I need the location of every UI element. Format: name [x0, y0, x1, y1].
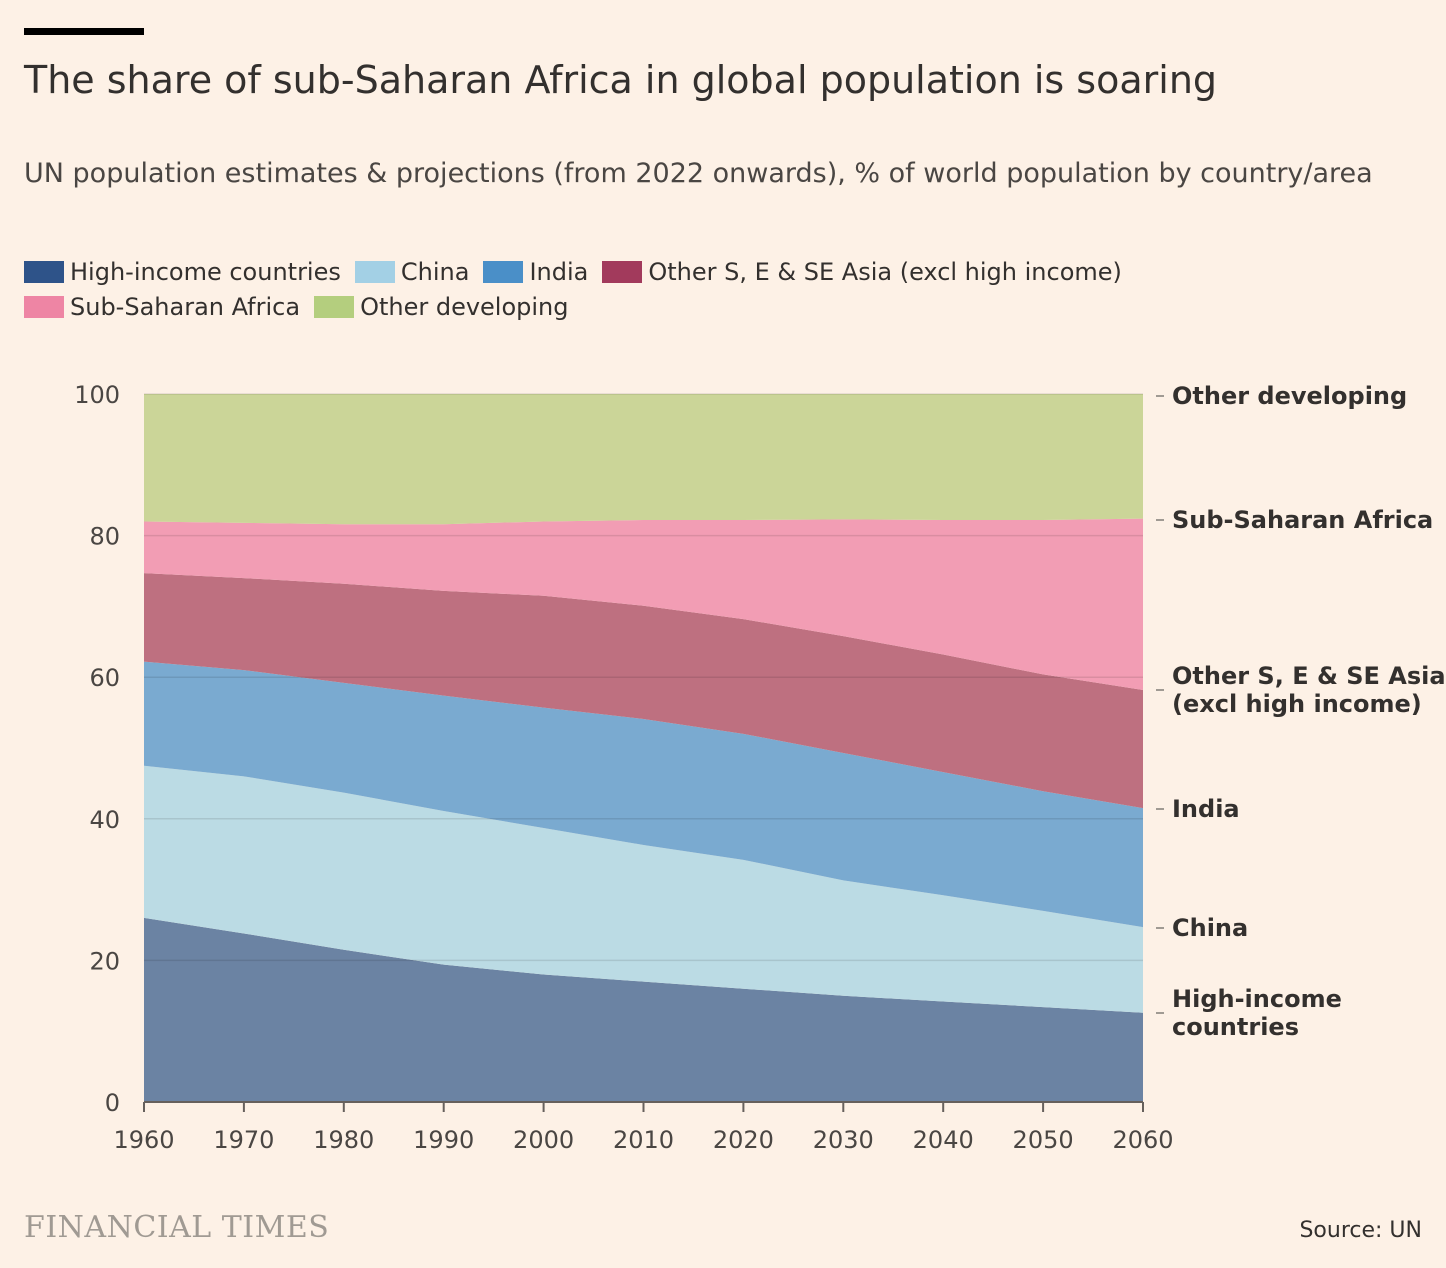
legend-label-high-income: High-income countries — [70, 258, 341, 286]
end-label-high-income-countries: High-income countries — [1172, 985, 1342, 1041]
legend-item-other-developing: Other developing — [314, 293, 569, 321]
x-tick-label: 2040 — [913, 1126, 974, 1154]
end-label-other-developing: Other developing — [1172, 382, 1407, 410]
legend-swatch-other-developing — [314, 296, 355, 318]
area-other-s-e-se-asia-excl-high-income — [144, 573, 1143, 809]
end-label-line: Other developing — [1172, 382, 1407, 410]
end-label-line: High-income — [1172, 985, 1342, 1013]
x-tick-label: 2030 — [813, 1126, 874, 1154]
legend-label-other-developing: Other developing — [360, 293, 569, 321]
end-label-sub-saharan-africa: Sub-Saharan Africa — [1172, 506, 1433, 534]
legend-item-china: China — [354, 258, 470, 286]
legend-label-sub-saharan-africa: Sub-Saharan Africa — [70, 293, 301, 321]
area-china — [144, 765, 1143, 1013]
legend-swatch-high-income — [24, 261, 64, 283]
legend: High-income countries China India Other … — [24, 255, 1224, 325]
legend-label-china: China — [400, 258, 470, 286]
area-india — [144, 661, 1143, 928]
top-rule — [24, 28, 144, 35]
legend-label-india: India — [529, 258, 589, 286]
x-tick-label: 1960 — [113, 1126, 174, 1154]
end-label-line: India — [1172, 795, 1240, 823]
area-other-developing — [144, 394, 1143, 525]
x-tick-label: 1970 — [213, 1126, 274, 1154]
end-label-india: India — [1172, 795, 1240, 823]
x-tick-label: 2010 — [613, 1126, 674, 1154]
ft-logo: FINANCIAL TIMES — [24, 1210, 330, 1245]
legend-label-other-asia: Other S, E & SE Asia (excl high income) — [648, 258, 1122, 286]
y-tick-label: 40 — [89, 806, 120, 834]
legend-swatch-india — [483, 261, 524, 283]
legend-swatch-sub-saharan-africa — [24, 296, 64, 318]
y-tick-label: 20 — [89, 947, 120, 975]
x-tick-label: 2020 — [713, 1126, 774, 1154]
x-tick-label: 2000 — [513, 1126, 574, 1154]
legend-item-high-income: High-income countries — [24, 258, 341, 286]
area-sub-saharan-africa — [144, 518, 1143, 690]
y-tick-label: 100 — [74, 381, 120, 409]
end-label-line: countries — [1172, 1013, 1299, 1041]
x-tick-label: 1980 — [313, 1126, 374, 1154]
y-tick-label: 80 — [89, 523, 120, 551]
x-tick-label: 1990 — [413, 1126, 474, 1154]
legend-item-sub-saharan-africa: Sub-Saharan Africa — [24, 293, 300, 321]
x-tick-label: 2060 — [1112, 1126, 1173, 1154]
source-note: Source: UN — [1299, 1218, 1422, 1243]
end-label-line: Other S, E & SE Asia — [1172, 662, 1446, 690]
end-label-line: Sub-Saharan Africa — [1172, 506, 1433, 534]
legend-item-other-asia: Other S, E & SE Asia (excl high income) — [602, 258, 1122, 286]
y-tick-label: 60 — [89, 664, 120, 692]
x-tick-label: 2050 — [1013, 1126, 1074, 1154]
end-label-other-s-e-se-asia-excl-high-income: Other S, E & SE Asia (excl high income) — [1172, 662, 1446, 718]
end-label-line: China — [1172, 914, 1248, 942]
legend-item-india: India — [483, 258, 588, 286]
end-label-china: China — [1172, 914, 1248, 942]
legend-swatch-other-asia — [602, 261, 643, 283]
legend-swatch-china — [354, 261, 395, 283]
y-tick-label: 0 — [105, 1089, 120, 1117]
chart-subtitle: UN population estimates & projections (f… — [24, 158, 1373, 189]
area-high-income-countries — [144, 917, 1143, 1102]
chart-title: The share of sub-Saharan Africa in globa… — [24, 58, 1218, 102]
end-label-line: (excl high income) — [1172, 690, 1422, 718]
